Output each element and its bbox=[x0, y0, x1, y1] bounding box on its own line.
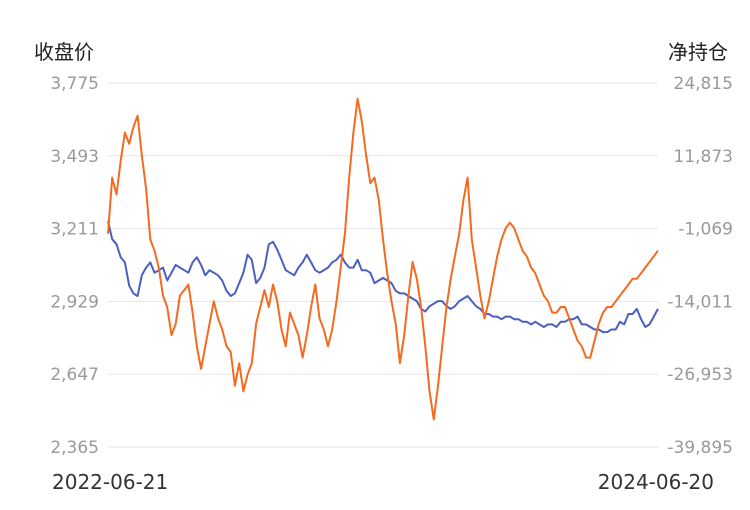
left-tick-label: 3,775 bbox=[50, 74, 99, 94]
right-tick-label: -26,953 bbox=[667, 365, 733, 385]
right-tick-label: -1,069 bbox=[678, 220, 733, 240]
gridlines bbox=[108, 82, 658, 448]
net-position-series-line bbox=[107, 97, 659, 421]
right-axis-ticks: 24,815 11,873 -1,069 -14,011 -26,953 -39,895 bbox=[667, 74, 733, 458]
left-axis-title: 收盘价 bbox=[34, 40, 94, 64]
left-axis-ticks: 3,775 3,493 3,211 2,929 2,647 2,365 bbox=[50, 74, 99, 458]
right-tick-label: -14,011 bbox=[667, 292, 733, 312]
left-tick-label: 3,493 bbox=[50, 147, 99, 167]
x-end-date-label: 2024-06-20 bbox=[597, 470, 714, 494]
x-start-date-label: 2022-06-21 bbox=[52, 470, 169, 494]
close-price-series-line bbox=[107, 220, 659, 334]
right-tick-label: 11,873 bbox=[674, 147, 733, 167]
right-tick-label: -39,895 bbox=[667, 438, 733, 458]
right-axis-title: 净持仓 bbox=[668, 40, 728, 64]
right-tick-label: 24,815 bbox=[674, 74, 733, 94]
left-tick-label: 2,929 bbox=[50, 292, 99, 312]
series-lines bbox=[107, 97, 659, 421]
left-tick-label: 2,365 bbox=[50, 438, 99, 458]
left-tick-label: 2,647 bbox=[50, 365, 99, 385]
left-tick-label: 3,211 bbox=[50, 220, 99, 240]
